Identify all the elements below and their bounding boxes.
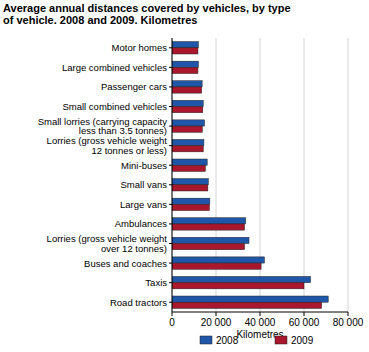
text-line: Road tractors	[110, 297, 167, 308]
bar	[172, 42, 198, 48]
text-line: Small vans	[121, 179, 168, 190]
bar	[172, 100, 203, 106]
category-label: Buses and coaches	[84, 258, 167, 269]
bar	[172, 263, 261, 269]
text-line: over 12 tonnes)	[101, 243, 167, 254]
text-line: of vehicle. 2008 and 2009. Kilometres	[3, 14, 197, 26]
text-line: Buses and coaches	[84, 258, 167, 269]
legend-label: 2009	[291, 335, 314, 346]
legend-label: 2008	[216, 335, 239, 346]
category-tick	[169, 47, 172, 48]
category-tick	[169, 204, 172, 205]
bar	[172, 237, 249, 243]
bar	[172, 107, 203, 113]
bar	[172, 179, 208, 185]
bar	[172, 244, 245, 250]
grid-line	[348, 38, 349, 312]
category-tick	[169, 223, 172, 224]
bar	[172, 61, 198, 67]
grid-line	[216, 38, 217, 312]
bar	[172, 81, 202, 87]
tick-mark	[304, 312, 305, 316]
legend-swatch	[200, 336, 212, 344]
bar	[172, 257, 264, 263]
y-axis	[172, 38, 173, 312]
category-tick	[169, 86, 172, 87]
bar	[172, 126, 202, 132]
tick-mark	[216, 312, 217, 316]
category-tick	[169, 145, 172, 146]
tick-mark	[172, 312, 173, 316]
tick-label: 40 000	[245, 317, 276, 328]
category-label: Small lorries (carrying capacityless tha…	[38, 116, 168, 137]
bar	[172, 146, 203, 152]
bar	[172, 276, 311, 282]
text-line: Motor homes	[112, 42, 168, 53]
category-label: Motor homes	[112, 42, 168, 53]
text-line: Small combined vehicles	[62, 101, 167, 112]
category-tick	[169, 282, 172, 283]
title: Average annual distances covered by vehi…	[3, 2, 291, 26]
category-label: Road tractors	[110, 297, 167, 308]
category-label: Lorries (gross vehicle weightover 12 ton…	[47, 233, 168, 254]
tick-label: 0	[169, 317, 175, 328]
category-label: Ambulances	[115, 218, 168, 229]
bars	[172, 42, 328, 309]
text-line: Large vans	[120, 199, 167, 210]
bar	[172, 48, 198, 54]
grid-line	[260, 38, 261, 312]
bar	[172, 198, 210, 204]
text-line: Ambulances	[115, 218, 168, 229]
category-tick	[169, 106, 172, 107]
bar	[172, 165, 205, 171]
text-line: 12 tonnes or less)	[91, 145, 167, 156]
category-tick	[169, 165, 172, 166]
category-tick	[169, 126, 172, 127]
bar	[172, 204, 209, 210]
bar	[172, 218, 246, 224]
tick-mark	[260, 312, 261, 316]
category-tick	[169, 67, 172, 68]
category-label: Small vans	[121, 179, 168, 190]
bar	[172, 185, 208, 191]
bar	[172, 139, 204, 145]
category-label: Small combined vehicles	[62, 101, 167, 112]
text-line: Mini-buses	[121, 160, 167, 171]
chart: Average annual distances covered by vehi…	[0, 0, 369, 352]
category-label: Large combined vehicles	[62, 62, 167, 73]
bar	[172, 120, 205, 126]
category-label: Passenger cars	[101, 81, 167, 92]
category-label: Large vans	[120, 199, 167, 210]
bar	[172, 224, 245, 230]
grid-line	[172, 38, 173, 312]
tick-label: 80 000	[333, 317, 364, 328]
text-line: Average annual distances covered by vehi…	[3, 2, 291, 14]
category-label: Mini-buses	[121, 160, 167, 171]
text-line: Large combined vehicles	[62, 62, 167, 73]
text-line: Passenger cars	[101, 81, 167, 92]
text-line: Taxis	[145, 277, 167, 288]
bar	[172, 302, 322, 308]
tick-label: 20 000	[201, 317, 232, 328]
bar	[172, 283, 304, 289]
category-tick	[169, 263, 172, 264]
bar	[172, 67, 198, 73]
category-label: Taxis	[145, 277, 167, 288]
bar	[172, 87, 202, 93]
grid-line	[304, 38, 305, 312]
category-tick	[169, 184, 172, 185]
category-tick	[169, 302, 172, 303]
category-label: Lorries (gross vehicle weight12 tonnes o…	[47, 135, 168, 156]
bar	[172, 296, 328, 302]
tick-mark	[348, 312, 349, 316]
category-tick	[169, 243, 172, 244]
tick-label: 60 000	[289, 317, 320, 328]
bar	[172, 159, 207, 165]
x-axis	[172, 312, 348, 313]
legend-swatch	[275, 336, 287, 344]
